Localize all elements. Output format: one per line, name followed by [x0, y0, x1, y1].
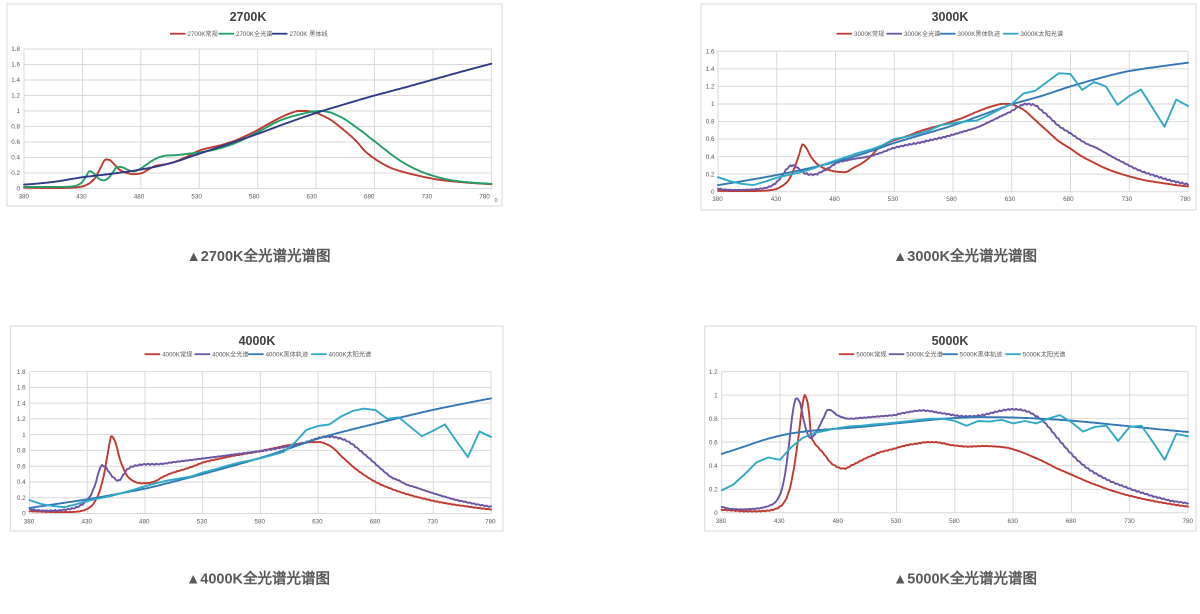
- svg-text:1.6: 1.6: [17, 385, 26, 392]
- svg-text:580: 580: [949, 518, 960, 525]
- svg-text:630: 630: [1007, 518, 1018, 525]
- svg-text:0.6: 0.6: [11, 139, 20, 146]
- svg-text:0.8: 0.8: [709, 416, 718, 423]
- svg-text:0: 0: [711, 189, 715, 196]
- svg-text:580: 580: [249, 193, 260, 200]
- svg-text:530: 530: [197, 519, 208, 526]
- svg-text:0.8: 0.8: [706, 119, 715, 126]
- svg-text:430: 430: [771, 196, 782, 203]
- svg-text:480: 480: [829, 196, 840, 203]
- svg-text:580: 580: [946, 196, 957, 203]
- svg-text:1: 1: [16, 108, 20, 115]
- svg-text:5000K: 5000K: [932, 334, 969, 348]
- svg-text:730: 730: [422, 193, 433, 200]
- svg-text:580: 580: [254, 519, 265, 526]
- svg-text:0: 0: [495, 198, 498, 204]
- svg-text:0.6: 0.6: [706, 136, 715, 143]
- svg-text:380: 380: [712, 196, 723, 203]
- svg-text:730: 730: [1124, 518, 1135, 525]
- svg-text:430: 430: [76, 193, 87, 200]
- svg-text:0.2: 0.2: [11, 170, 20, 177]
- svg-text:0.2: 0.2: [706, 171, 715, 178]
- svg-text:380: 380: [716, 518, 727, 525]
- svg-text:0.8: 0.8: [17, 448, 26, 455]
- svg-text:0.6: 0.6: [709, 439, 718, 446]
- svg-text:▲3000K全光谱光谱图: ▲3000K全光谱光谱图: [893, 247, 1037, 265]
- svg-text:3000K太阳光谱: 3000K太阳光谱: [1021, 30, 1064, 38]
- svg-text:0: 0: [22, 511, 26, 518]
- svg-text:680: 680: [370, 519, 381, 526]
- svg-text:730: 730: [1122, 196, 1133, 203]
- svg-text:0.4: 0.4: [17, 479, 26, 486]
- svg-text:780: 780: [1180, 196, 1191, 203]
- svg-text:630: 630: [312, 519, 323, 526]
- svg-text:0.4: 0.4: [709, 463, 718, 470]
- svg-text:2700K全光谱: 2700K全光谱: [236, 30, 272, 38]
- svg-text:▲4000K全光谱光谱图: ▲4000K全光谱光谱图: [186, 570, 330, 588]
- svg-text:1.6: 1.6: [706, 49, 715, 56]
- svg-text:480: 480: [134, 193, 145, 200]
- svg-text:0.2: 0.2: [17, 495, 26, 502]
- svg-text:4000K常规: 4000K常规: [162, 351, 192, 359]
- svg-text:4000K太阳光谱: 4000K太阳光谱: [329, 351, 372, 359]
- svg-text:1.6: 1.6: [11, 62, 20, 69]
- svg-text:4000K: 4000K: [239, 334, 276, 348]
- svg-text:0: 0: [714, 510, 718, 517]
- svg-text:1.4: 1.4: [17, 400, 26, 407]
- svg-text:3000K: 3000K: [932, 10, 969, 24]
- svg-text:1.4: 1.4: [11, 77, 20, 84]
- svg-text:680: 680: [1063, 196, 1074, 203]
- svg-text:430: 430: [81, 519, 92, 526]
- svg-text:3000K常规: 3000K常规: [854, 30, 884, 38]
- svg-text:1: 1: [711, 101, 715, 108]
- svg-text:1: 1: [22, 432, 26, 439]
- svg-text:0.8: 0.8: [11, 124, 20, 131]
- svg-text:1.2: 1.2: [706, 84, 715, 91]
- svg-text:5000K黑体轨迹: 5000K黑体轨迹: [960, 351, 1003, 359]
- svg-text:2700K常规: 2700K常规: [188, 30, 218, 38]
- svg-text:1.2: 1.2: [11, 93, 20, 100]
- svg-text:480: 480: [832, 518, 843, 525]
- svg-text:730: 730: [427, 519, 438, 526]
- svg-text:630: 630: [306, 193, 317, 200]
- svg-text:380: 380: [19, 193, 30, 200]
- svg-text:780: 780: [1182, 518, 1193, 525]
- svg-text:5000K太阳光谱: 5000K太阳光谱: [1023, 351, 1066, 359]
- svg-text:5000K全光谱: 5000K全光谱: [906, 351, 942, 359]
- svg-text:480: 480: [139, 519, 150, 526]
- svg-text:530: 530: [888, 196, 899, 203]
- svg-text:1.8: 1.8: [11, 46, 20, 53]
- svg-text:0.6: 0.6: [17, 463, 26, 470]
- svg-text:680: 680: [364, 193, 375, 200]
- svg-text:0: 0: [16, 186, 20, 193]
- svg-text:0.2: 0.2: [709, 486, 718, 493]
- svg-text:5000K常规: 5000K常规: [856, 351, 886, 359]
- svg-text:1.8: 1.8: [17, 369, 26, 376]
- svg-text:4000K黑体轨迹: 4000K黑体轨迹: [266, 351, 309, 359]
- svg-text:1.4: 1.4: [706, 66, 715, 73]
- svg-text:0.4: 0.4: [11, 155, 20, 162]
- svg-text:1: 1: [714, 392, 718, 399]
- svg-text:3000K全光谱: 3000K全光谱: [904, 30, 940, 38]
- svg-text:380: 380: [24, 519, 35, 526]
- svg-text:▲2700K全光谱光谱图: ▲2700K全光谱光谱图: [186, 247, 330, 265]
- svg-text:530: 530: [191, 193, 202, 200]
- svg-text:4000K全光谱: 4000K全光谱: [212, 351, 248, 359]
- svg-text:3000K黑体轨迹: 3000K黑体轨迹: [958, 30, 1001, 38]
- svg-text:2700K: 2700K: [230, 10, 267, 24]
- svg-text:430: 430: [774, 518, 785, 525]
- svg-text:630: 630: [1005, 196, 1016, 203]
- svg-text:780: 780: [485, 519, 496, 526]
- svg-text:1.2: 1.2: [709, 369, 718, 376]
- svg-text:780: 780: [479, 193, 490, 200]
- svg-text:2700K 黑体线: 2700K 黑体线: [290, 30, 328, 38]
- svg-text:530: 530: [891, 518, 902, 525]
- svg-text:▲5000K全光谱光谱图: ▲5000K全光谱光谱图: [893, 570, 1037, 588]
- svg-text:1.2: 1.2: [17, 416, 26, 423]
- svg-text:680: 680: [1066, 518, 1077, 525]
- svg-text:0.4: 0.4: [706, 154, 715, 161]
